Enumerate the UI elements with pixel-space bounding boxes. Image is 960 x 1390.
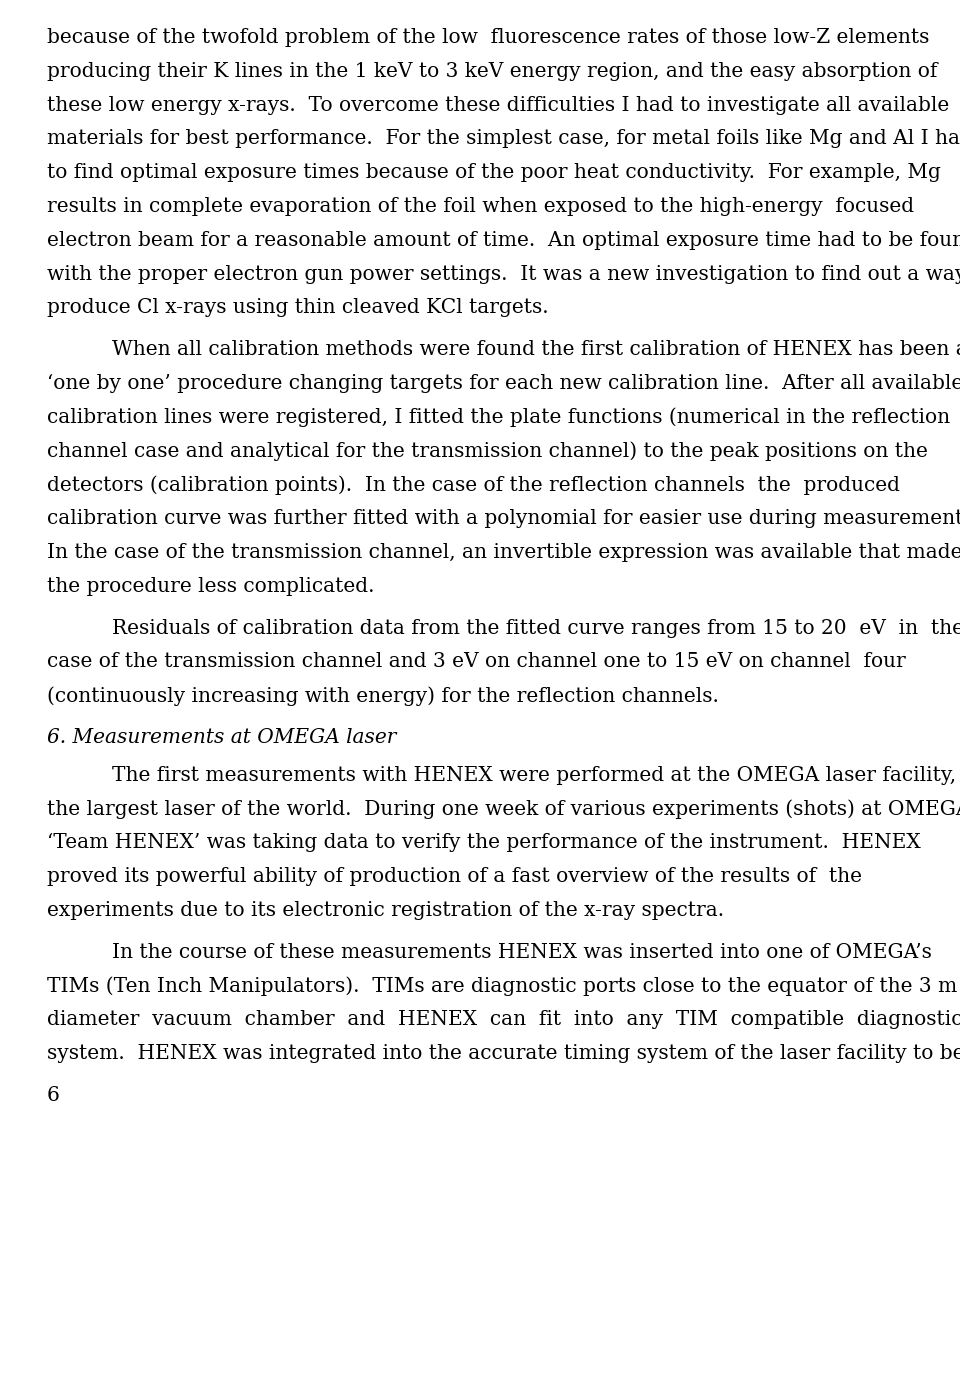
- Text: results in complete evaporation of the foil when exposed to the high-energy  foc: results in complete evaporation of the f…: [47, 197, 914, 215]
- Text: electron beam for a reasonable amount of time.  An optimal exposure time had to : electron beam for a reasonable amount of…: [47, 231, 960, 250]
- Text: 6. Measurements at OMEGA laser: 6. Measurements at OMEGA laser: [47, 728, 396, 746]
- Text: When all calibration methods were found the first calibration of HENEX has been : When all calibration methods were found …: [112, 341, 960, 359]
- Text: ‘one by one’ procedure changing targets for each new calibration line.  After al: ‘one by one’ procedure changing targets …: [47, 374, 960, 393]
- Text: TIMs (Ten Inch Manipulators).  TIMs are diagnostic ports close to the equator of: TIMs (Ten Inch Manipulators). TIMs are d…: [47, 977, 957, 997]
- Text: (continuously increasing with energy) for the reflection channels.: (continuously increasing with energy) fo…: [47, 687, 719, 706]
- Text: 6: 6: [47, 1086, 60, 1105]
- Text: In the case of the transmission channel, an invertible expression was available : In the case of the transmission channel,…: [47, 543, 960, 562]
- Text: calibration lines were registered, I fitted the plate functions (numerical in th: calibration lines were registered, I fit…: [47, 407, 950, 428]
- Text: In the course of these measurements HENEX was inserted into one of OMEGA’s: In the course of these measurements HENE…: [112, 942, 932, 962]
- Text: produce Cl x-rays using thin cleaved KCl targets.: produce Cl x-rays using thin cleaved KCl…: [47, 299, 548, 317]
- Text: detectors (calibration points).  In the case of the reflection channels  the  pr: detectors (calibration points). In the c…: [47, 475, 900, 495]
- Text: channel case and analytical for the transmission channel) to the peak positions : channel case and analytical for the tran…: [47, 442, 928, 461]
- Text: The first measurements with HENEX were performed at the OMEGA laser facility,: The first measurements with HENEX were p…: [112, 766, 956, 785]
- Text: Residuals of calibration data from the fitted curve ranges from 15 to 20  eV  in: Residuals of calibration data from the f…: [112, 619, 960, 638]
- Text: calibration curve was further fitted with a polynomial for easier use during mea: calibration curve was further fitted wit…: [47, 509, 960, 528]
- Text: the procedure less complicated.: the procedure less complicated.: [47, 577, 374, 596]
- Text: experiments due to its electronic registration of the x-ray spectra.: experiments due to its electronic regist…: [47, 901, 724, 920]
- Text: producing their K lines in the 1 keV to 3 keV energy region, and the easy absorp: producing their K lines in the 1 keV to …: [47, 61, 937, 81]
- Text: materials for best performance.  For the simplest case, for metal foils like Mg : materials for best performance. For the …: [47, 129, 960, 149]
- Text: proved its powerful ability of production of a fast overview of the results of  : proved its powerful ability of productio…: [47, 867, 862, 887]
- Text: case of the transmission channel and 3 eV on channel one to 15 eV on channel  fo: case of the transmission channel and 3 e…: [47, 652, 905, 671]
- Text: to find optimal exposure times because of the poor heat conductivity.  For examp: to find optimal exposure times because o…: [47, 163, 941, 182]
- Text: ‘Team HENEX’ was taking data to verify the performance of the instrument.  HENEX: ‘Team HENEX’ was taking data to verify t…: [47, 834, 921, 852]
- Text: with the proper electron gun power settings.  It was a new investigation to find: with the proper electron gun power setti…: [47, 264, 960, 284]
- Text: diameter  vacuum  chamber  and  HENEX  can  fit  into  any  TIM  compatible  dia: diameter vacuum chamber and HENEX can fi…: [47, 1011, 960, 1030]
- Text: system.  HENEX was integrated into the accurate timing system of the laser facil: system. HENEX was integrated into the ac…: [47, 1044, 960, 1063]
- Text: these low energy x-rays.  To overcome these difficulties I had to investigate al: these low energy x-rays. To overcome the…: [47, 96, 949, 114]
- Text: because of the twofold problem of the low  fluorescence rates of those low-Z ele: because of the twofold problem of the lo…: [47, 28, 929, 47]
- Text: the largest laser of the world.  During one week of various experiments (shots) : the largest laser of the world. During o…: [47, 799, 960, 819]
